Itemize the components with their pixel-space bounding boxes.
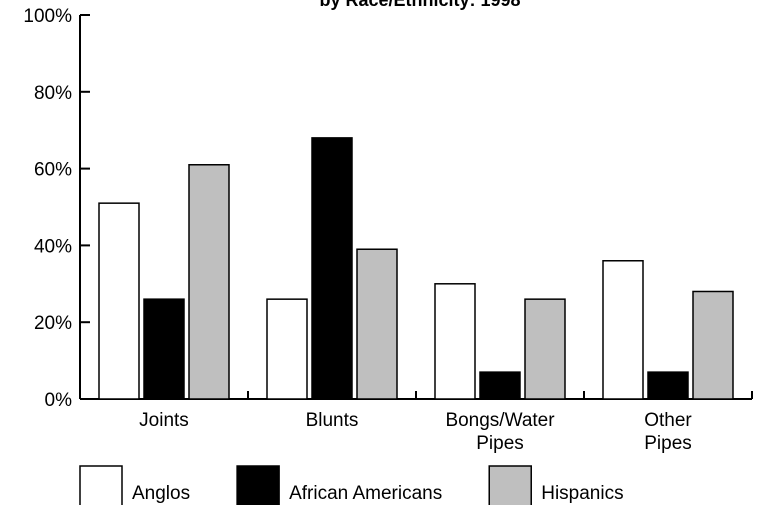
bar [692,290,734,400]
bar [524,298,566,400]
legend-swatch [79,465,123,505]
bar [434,283,476,400]
legend-label: African Americans [289,483,442,504]
bar [311,137,353,400]
x-tick-label: Joints [139,410,189,431]
x-tick-label: Other Pipes [644,410,692,454]
x-tick-label: Bongs/Water Pipes [445,410,555,454]
bar [647,371,689,400]
y-tick-label: 40% [34,236,72,257]
bar [266,298,308,400]
legend-label: Anglos [132,483,190,504]
bar [143,298,185,400]
legend-swatch [488,465,532,505]
y-tick-label: 100% [23,6,72,27]
y-tick-label: 60% [34,160,72,181]
x-tick-label: Blunts [306,410,359,431]
bar [98,202,140,400]
bar [188,164,230,400]
bar [479,371,521,400]
legend-swatch [236,465,280,505]
y-tick-label: 80% [34,83,72,104]
legend-label: Hispanics [541,483,623,504]
y-tick-label: 20% [34,313,72,334]
bar [356,248,398,400]
y-tick-label: 0% [45,390,73,411]
chart-title: by Race/Ethnicity: 1998 [319,0,520,10]
bar [602,260,644,400]
